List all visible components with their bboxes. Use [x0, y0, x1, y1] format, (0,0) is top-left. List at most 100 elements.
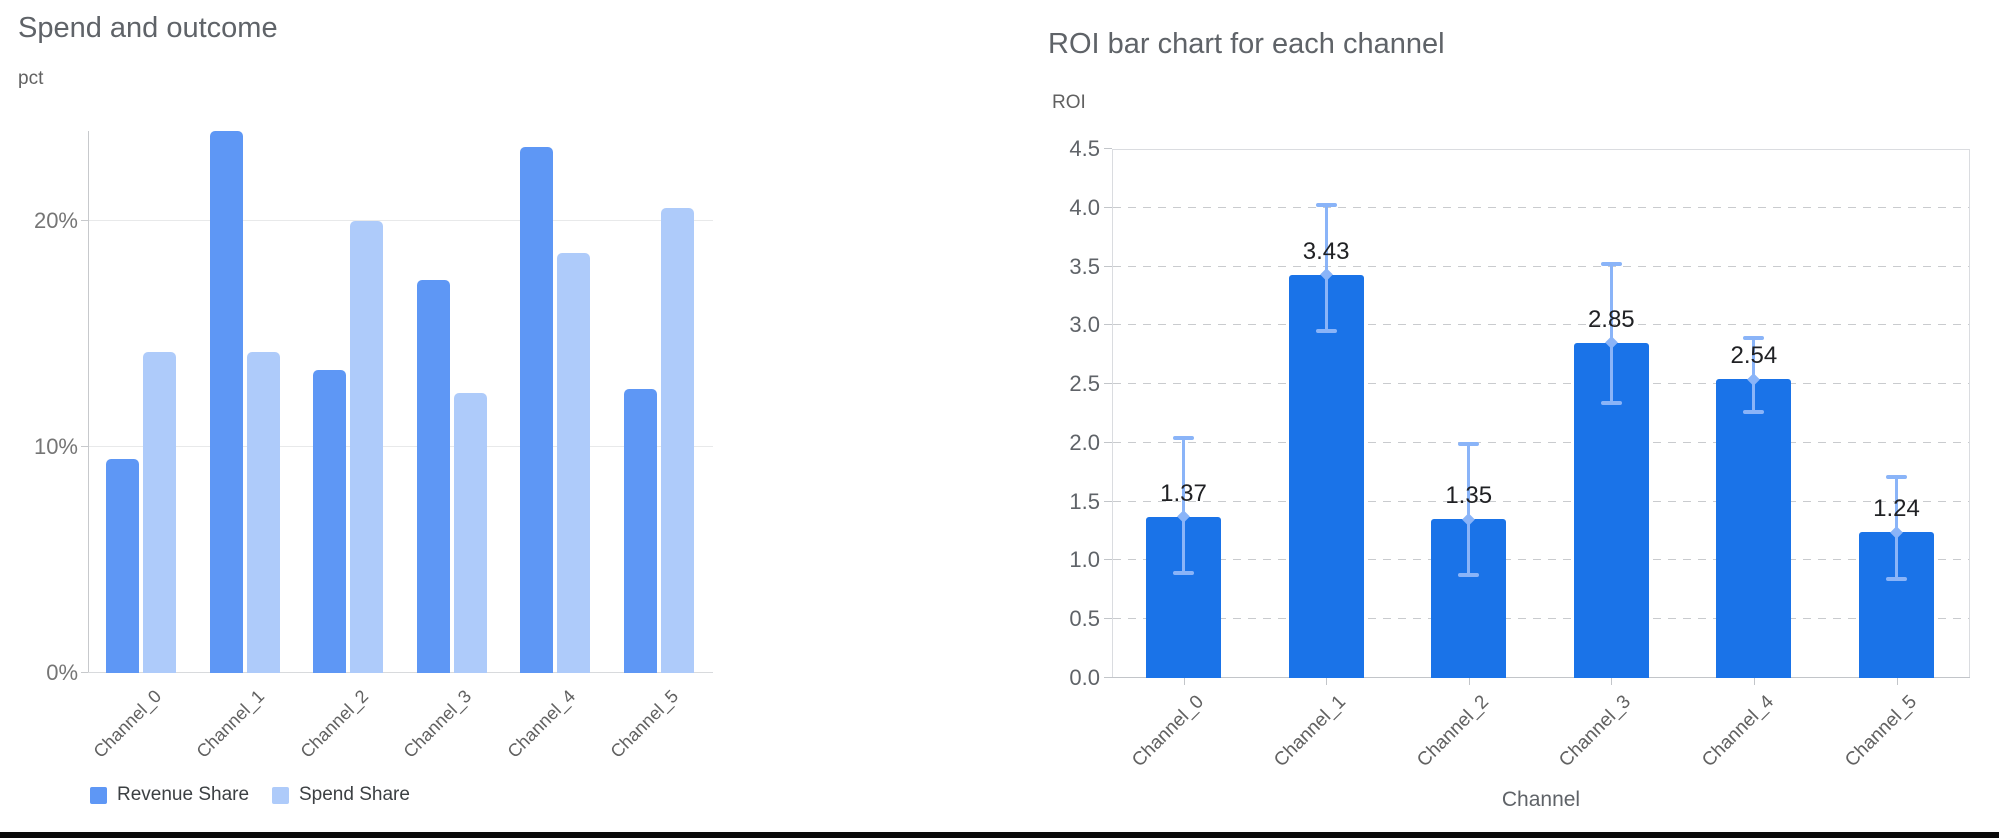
right-y-tick — [1104, 383, 1112, 385]
error-bar-line — [1609, 264, 1613, 403]
right-ytick-label: 2.0 — [1069, 429, 1100, 455]
right-ytick-label: 3.5 — [1069, 253, 1100, 279]
left-xtick-label: Channel_3 — [399, 686, 476, 762]
spend-bar — [557, 253, 590, 673]
right-gridline — [1113, 383, 1969, 385]
error-bar-cap-top — [1886, 474, 1907, 479]
error-bar-cap-bottom — [1743, 410, 1765, 415]
left-y-tick — [81, 220, 88, 222]
left-gridline — [89, 446, 713, 448]
right-y-tick — [1104, 265, 1112, 267]
spend-legend-swatch — [272, 786, 289, 804]
left-y-tick — [81, 446, 88, 448]
error-bar-cap-bottom — [1600, 400, 1622, 405]
bar-value-label: 1.37 — [1160, 479, 1207, 507]
bottom-border — [0, 832, 1999, 838]
left-y-tick — [81, 672, 88, 673]
right-ytick-label: 3.0 — [1069, 312, 1100, 338]
right-xtick-label: Channel_0 — [1127, 691, 1208, 772]
spend-bar — [350, 221, 383, 673]
error-bar-cap-top — [1458, 442, 1480, 447]
spend-bar — [143, 352, 176, 673]
right-y-tick — [1104, 618, 1112, 620]
revenue-bar — [416, 280, 450, 673]
right-y-tick — [1104, 677, 1112, 678]
right-gridline — [1113, 500, 1969, 502]
right-gridline — [1113, 206, 1969, 208]
bar-value-label: 2.54 — [1730, 342, 1778, 370]
left-y-axis-unit: pct — [18, 68, 44, 89]
right-y-tick — [1104, 559, 1112, 561]
right-gridline — [1113, 559, 1969, 561]
right-xtick-label: Channel_1 — [1270, 691, 1351, 772]
right-plot-area: 1.37 3.43 1.35 2.85 2.54 1.24 — [1104, 148, 1970, 685]
error-bar-cap-top — [1315, 203, 1337, 208]
right-y-tick — [1104, 500, 1112, 502]
legend-label: Revenue Share — [117, 784, 250, 805]
left-ytick-label: 20% — [33, 208, 78, 234]
revenue-bar — [209, 131, 243, 673]
bar-value-label: 2.85 — [1587, 305, 1635, 333]
right-ytick-label: 1.0 — [1069, 547, 1100, 573]
left-xtick-label: Channel_2 — [296, 686, 373, 762]
right-xtick-label: Channel_5 — [1840, 691, 1921, 772]
roi-chart: ROI bar chart for each channel ROI 1.37 3… — [1030, 0, 1999, 838]
right-y-tick — [1104, 206, 1112, 208]
revenue-bar — [623, 388, 657, 673]
right-xtick-label: Channel_4 — [1698, 691, 1779, 772]
right-gridline — [1113, 265, 1969, 267]
right-gridline — [1113, 324, 1969, 326]
error-bar-cap-bottom — [1315, 329, 1337, 334]
left-x-baseline — [88, 672, 713, 673]
left-ytick-label: 10% — [33, 434, 78, 460]
error-bar-line — [1324, 205, 1328, 332]
bar-value-label: 1.24 — [1873, 495, 1920, 523]
left-gridline — [89, 220, 713, 222]
right-x-tick — [1611, 678, 1613, 685]
roi-bar — [1288, 274, 1364, 678]
left-chart-title: Spend and outcome — [18, 12, 278, 44]
right-plot-border-top — [1112, 149, 1970, 150]
right-x-tick — [1753, 678, 1755, 685]
right-xtick-label: Channel_3 — [1555, 691, 1636, 772]
error-bar-cap-bottom — [1886, 577, 1907, 582]
right-x-tick — [1468, 678, 1470, 685]
right-ytick-label: 0.0 — [1069, 665, 1100, 690]
revenue-bar — [520, 146, 553, 673]
error-bar-cap-bottom — [1173, 571, 1194, 576]
right-chart-title: ROI bar chart for each channel — [1048, 28, 1445, 60]
revenue-bar — [313, 370, 346, 673]
left-xtick-label: Channel_0 — [89, 686, 166, 762]
error-bar-cap-bottom — [1458, 572, 1480, 577]
legend-item: Spend Share — [272, 784, 410, 805]
right-y-axis-unit: ROI — [1052, 92, 1086, 113]
bar-value-label: 3.43 — [1302, 237, 1350, 265]
left-plot-area — [81, 131, 713, 673]
right-ytick-label: 4.0 — [1069, 194, 1100, 220]
left-ytick-label: 0% — [46, 660, 78, 685]
bar-value-label: 1.35 — [1445, 482, 1493, 510]
spend-bar — [660, 207, 694, 673]
right-ytick-label: 1.5 — [1069, 488, 1100, 514]
left-xtick-label: Channel_1 — [192, 686, 269, 762]
spend-bar — [246, 352, 280, 673]
spend-outcome-chart: Spend and outcome pct 0% 10% 20% Channel_0 C… — [0, 0, 800, 838]
right-x-tick — [1896, 678, 1898, 685]
error-bar-cap-top — [1743, 336, 1765, 341]
right-y-tick — [1104, 324, 1112, 326]
error-bar-line — [1182, 438, 1185, 574]
left-y-axis-line — [88, 131, 89, 673]
right-y-tick — [1104, 441, 1112, 443]
right-plot-border-right — [1969, 149, 1970, 678]
right-ytick-label: 2.5 — [1069, 371, 1100, 397]
right-gridline — [1113, 618, 1969, 620]
roi-bar — [1716, 379, 1792, 678]
spend-bar — [453, 393, 487, 673]
error-bar-cap-top — [1173, 436, 1194, 441]
right-y-tick — [1104, 148, 1112, 150]
right-plot-border-left — [1112, 149, 1113, 678]
right-xtick-label: Channel_2 — [1412, 691, 1493, 772]
revenue-legend-swatch — [90, 786, 107, 804]
legend-label: Spend Share — [299, 784, 410, 805]
